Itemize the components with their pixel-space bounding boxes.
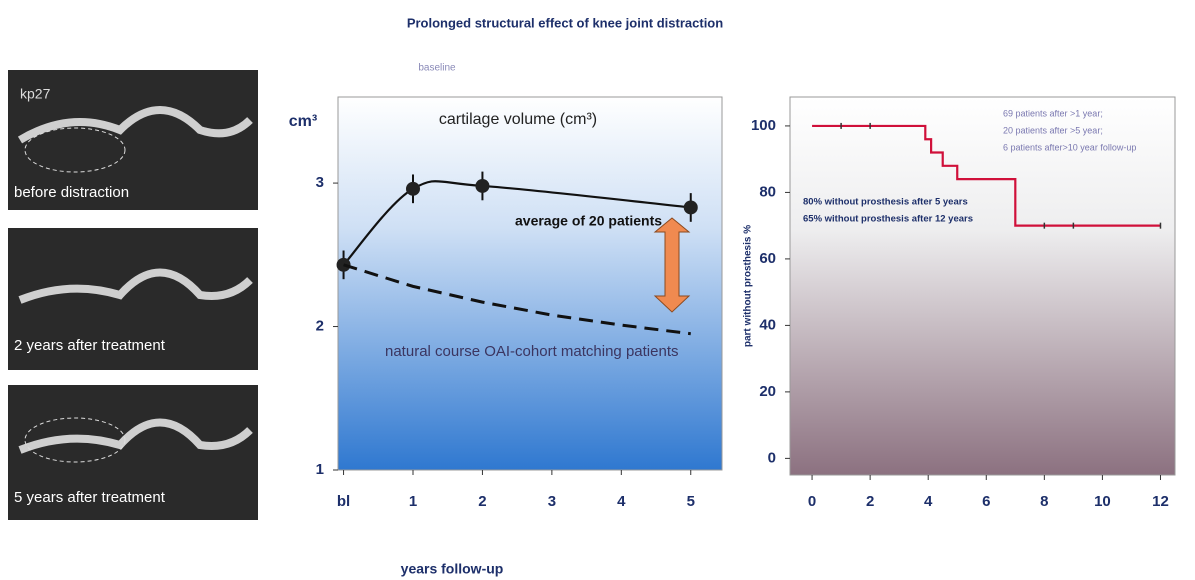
y-tick-label: 100 — [751, 117, 776, 134]
annotation: 80% without prosthesis after 5 years — [803, 197, 968, 208]
y-axis-title: cm³ — [289, 113, 317, 130]
point — [684, 200, 698, 214]
x-tick-label: 2 — [866, 493, 874, 510]
x-tick-label: 5 — [687, 493, 695, 510]
point — [475, 179, 489, 193]
image-label: 5 years after treatment — [14, 489, 166, 506]
x-tick-label: 2 — [478, 493, 486, 510]
image-label: before distraction — [14, 184, 129, 201]
annotation: 65% without prosthesis after 12 years — [803, 214, 973, 225]
x-tick-label: 10 — [1094, 493, 1111, 510]
x-tick-label: 12 — [1152, 493, 1169, 510]
y-tick-label: 3 — [316, 174, 324, 191]
y-tick-label: 0 — [768, 449, 776, 466]
x-tick-label: bl — [337, 493, 350, 510]
point — [406, 182, 420, 196]
page-title: Prolonged structural effect of knee join… — [407, 15, 723, 30]
x-tick-label: 1 — [409, 493, 417, 510]
y-tick-label: 40 — [759, 316, 776, 333]
annotation: 69 patients after >1 year; — [1003, 108, 1103, 118]
x-tick-label: 4 — [617, 493, 626, 510]
chart-subtitle: baseline — [418, 63, 456, 74]
chart-title: cartilage volume (cm³) — [439, 111, 597, 128]
y-tick-label: 2 — [316, 318, 324, 335]
mri-images: kp27 before distraction 2 years after tr… — [8, 70, 258, 520]
image-label: 2 years after treatment — [14, 337, 166, 354]
y-tick-label: 20 — [759, 383, 776, 400]
annotation: 6 patients after>10 year follow-up — [1003, 142, 1136, 152]
plot-area — [790, 97, 1175, 475]
x-axis-title: years follow-up — [401, 561, 504, 577]
x-tick-label: 3 — [548, 493, 556, 510]
x-tick-label: 4 — [924, 493, 933, 510]
y-tick-label: 1 — [316, 461, 324, 478]
y-tick-label: 80 — [759, 183, 776, 200]
y-tick-label: 60 — [759, 250, 776, 267]
annotation: 20 patients after >5 year; — [1003, 125, 1103, 135]
image-id: kp27 — [20, 86, 51, 102]
annotation: average of 20 patients — [515, 213, 662, 229]
x-tick-label: 0 — [808, 493, 816, 510]
page: Prolonged structural effect of knee join… — [0, 0, 1195, 580]
plot-area — [338, 97, 722, 470]
annotation: natural course OAI-cohort matching patie… — [385, 343, 678, 360]
x-tick-label: 8 — [1040, 493, 1048, 510]
y-axis-title: part without prosthesis % — [743, 225, 754, 347]
x-tick-label: 6 — [982, 493, 990, 510]
